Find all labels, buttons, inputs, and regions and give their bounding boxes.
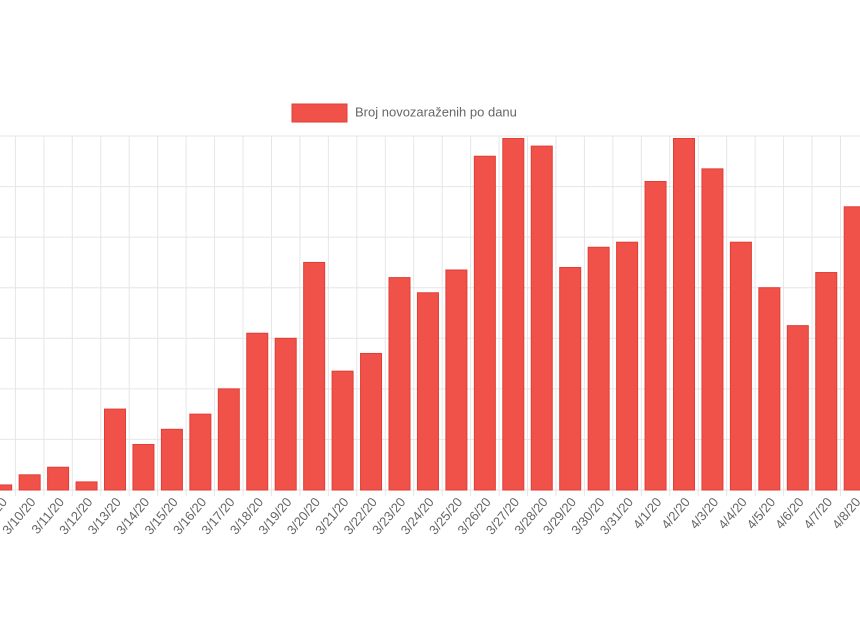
x-tick-label: 4/3/20 [687,494,722,531]
bar [104,408,126,491]
bar [388,277,411,491]
bar [616,241,639,491]
bar [843,206,860,491]
legend-swatch [291,103,348,123]
x-tick-label: 4/1/20 [630,494,665,531]
bar [416,292,439,491]
x-tick-label: 4/7/20 [800,494,835,531]
bar [160,428,183,491]
bar [189,413,212,491]
bar [559,266,582,491]
bar [445,269,468,491]
bar [274,337,297,491]
bar [75,481,98,491]
bar [132,443,155,491]
bar [360,352,383,491]
bar [473,155,496,491]
bar [587,246,610,491]
bar [217,388,240,491]
x-tick-label: 4/8/20 [829,494,860,531]
bar [701,168,724,491]
x-tick-label: 4/2/20 [658,494,693,531]
bar [729,241,752,491]
bar [502,138,525,491]
bar [0,484,13,491]
x-tick-label: 4/4/20 [715,494,750,531]
legend-label: Broj novozaraženih po danu [355,104,517,119]
bar [530,145,553,491]
bar [815,272,838,491]
bar [18,474,41,491]
bar [246,332,269,491]
bar [786,325,809,491]
x-tick-label: 4/5/20 [744,494,779,531]
bar [644,181,667,491]
bar [758,287,781,491]
bar [673,138,695,491]
bar [303,261,326,491]
x-tick-label: 4/6/20 [772,494,807,531]
bar [47,466,70,491]
bar [331,370,354,491]
